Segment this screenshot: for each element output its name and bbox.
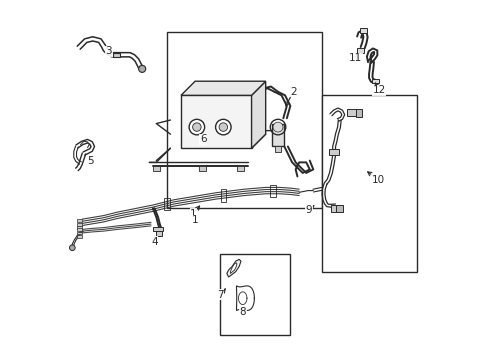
Text: 10: 10	[371, 175, 385, 185]
Bar	[77, 226, 81, 229]
Bar	[371, 79, 379, 83]
Bar	[113, 53, 120, 57]
Bar	[156, 231, 162, 236]
Text: 12: 12	[372, 85, 385, 95]
Text: 6: 6	[200, 134, 206, 144]
Polygon shape	[181, 81, 265, 95]
Bar	[166, 32, 322, 208]
Circle shape	[272, 122, 283, 132]
Text: 9: 9	[305, 205, 312, 215]
Circle shape	[192, 123, 201, 131]
Circle shape	[189, 119, 204, 135]
Bar	[357, 48, 364, 53]
Bar	[322, 95, 417, 272]
Bar	[355, 109, 361, 117]
Circle shape	[69, 245, 75, 251]
Polygon shape	[226, 259, 241, 277]
Bar	[237, 166, 244, 171]
Bar	[275, 146, 280, 152]
Bar	[346, 109, 355, 117]
Text: 7: 7	[217, 290, 224, 300]
Text: 8: 8	[239, 307, 245, 317]
Circle shape	[139, 66, 145, 72]
Text: 4: 4	[151, 237, 158, 247]
Bar	[330, 206, 339, 212]
Text: 2: 2	[289, 87, 296, 97]
Bar	[328, 149, 338, 155]
Polygon shape	[251, 81, 265, 148]
Circle shape	[219, 123, 227, 131]
Text: 11: 11	[348, 53, 362, 63]
Bar	[271, 123, 284, 147]
Bar	[164, 198, 169, 210]
Polygon shape	[230, 263, 236, 274]
Bar	[220, 189, 225, 202]
Text: 5: 5	[87, 156, 93, 166]
Bar	[336, 205, 343, 212]
Text: 1: 1	[191, 215, 198, 225]
Bar	[77, 231, 81, 234]
Bar	[269, 185, 275, 197]
Text: 3: 3	[105, 46, 112, 56]
Bar	[77, 235, 81, 238]
Bar	[77, 219, 81, 222]
Bar	[360, 28, 366, 32]
Bar	[152, 227, 163, 231]
Text: 1: 1	[190, 208, 196, 219]
Bar	[219, 254, 290, 335]
Bar	[77, 228, 81, 231]
Bar	[152, 166, 160, 171]
Bar	[198, 166, 205, 171]
Circle shape	[215, 119, 231, 135]
Bar	[181, 95, 251, 148]
Bar	[77, 223, 81, 225]
